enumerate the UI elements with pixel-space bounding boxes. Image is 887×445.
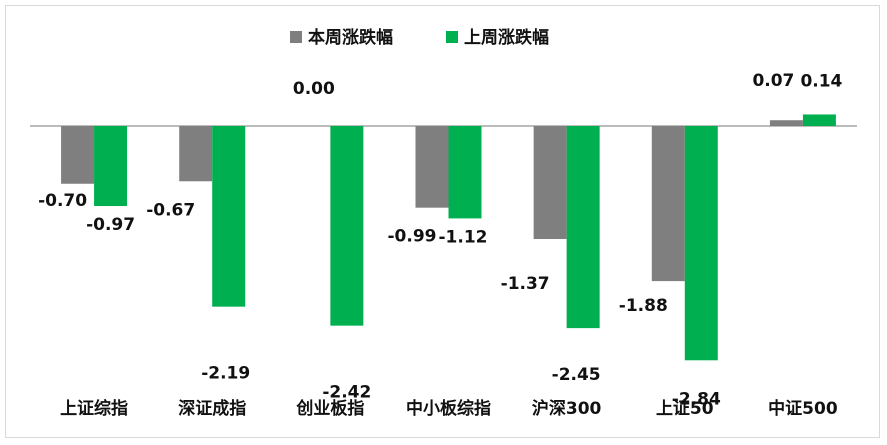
- category-labels: 上证综指 深证成指 创业板指 中小板综指 沪深300 上证50 中证500: [60, 398, 838, 419]
- chart-frame: [5, 5, 880, 438]
- legend-swatch-0: [290, 31, 302, 43]
- data-label-series1-2: -2.42: [322, 383, 371, 403]
- data-label-series1-3: -1.12: [439, 227, 488, 247]
- category-label-6: 中证500: [768, 398, 838, 419]
- data-label-series0-0: -0.70: [38, 191, 87, 211]
- data-label-series1-1: -2.19: [201, 364, 250, 384]
- data-label-series1-0: -0.97: [86, 215, 135, 235]
- bar-series0-5: [651, 126, 685, 282]
- data-label-series0-6: 0.07: [752, 71, 794, 91]
- category-label-3: 中小板综指: [406, 398, 491, 419]
- legend-label-1: 上周涨跌幅: [464, 27, 549, 48]
- bar-series1-2: [330, 126, 364, 326]
- bar-series0-4: [533, 126, 567, 240]
- bar-series0-3: [415, 126, 449, 208]
- bar-series0-0: [61, 126, 95, 184]
- data-label-series1-5: -2.84: [672, 389, 721, 409]
- bar-series1-6: [802, 114, 836, 126]
- bar-series0-1: [179, 126, 213, 182]
- category-label-5: 上证50: [656, 399, 714, 419]
- bars: [61, 114, 836, 361]
- bar-series1-1: [212, 126, 246, 307]
- data-label-series1-4: -2.45: [552, 365, 601, 385]
- bar-series1-0: [94, 126, 128, 207]
- bar-series1-3: [448, 126, 482, 219]
- bar-series1-4: [566, 126, 600, 329]
- legend-label-0: 本周涨跌幅: [308, 27, 393, 48]
- category-label-4: 沪深300: [532, 398, 602, 419]
- legend-swatch-1: [446, 31, 458, 43]
- data-label-series0-1: -0.67: [146, 200, 195, 220]
- data-label-series0-5: -1.88: [619, 296, 668, 316]
- data-label-series0-2: 0.00: [293, 79, 335, 99]
- category-label-2: 创业板指: [295, 398, 364, 419]
- data-label-series0-3: -0.99: [388, 227, 437, 247]
- legend: 本周涨跌幅 上周涨跌幅: [290, 27, 549, 48]
- category-label-1: 深证成指: [178, 398, 246, 419]
- data-label-series1-6: 0.14: [800, 71, 842, 91]
- data-label-series0-4: -1.37: [501, 274, 550, 294]
- category-label-0: 上证综指: [60, 398, 128, 419]
- bar-series1-5: [684, 126, 718, 361]
- data-labels: -0.70 -0.97 -0.67 -2.19 0.00 -2.42 -0.99 -1.12 -…: [38, 71, 842, 409]
- bar-series0-6: [769, 120, 803, 126]
